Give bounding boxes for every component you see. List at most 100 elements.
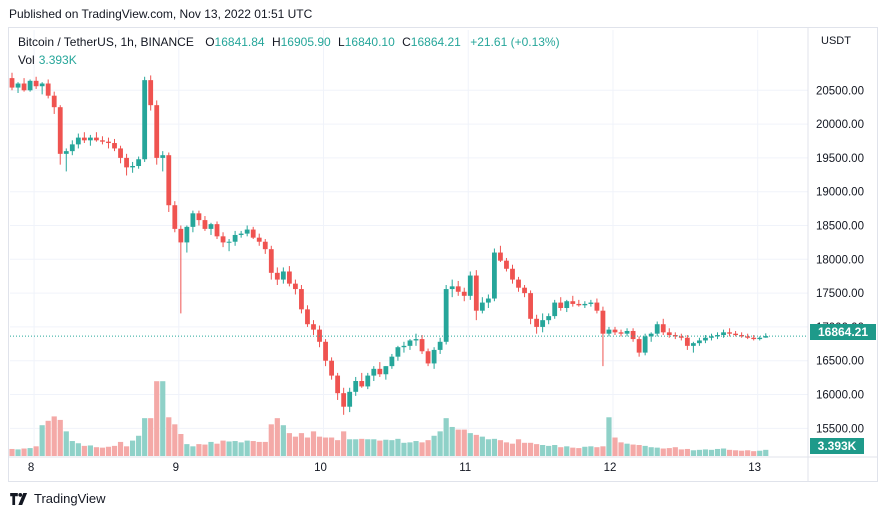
volume-bar xyxy=(594,447,600,456)
candle-body xyxy=(311,324,316,330)
high-label: H xyxy=(271,35,281,49)
candle-body xyxy=(256,237,262,242)
candle-body xyxy=(425,351,431,364)
volume-legend: Vol 3.393K xyxy=(18,53,77,67)
candle-body xyxy=(600,310,606,334)
volume-bar xyxy=(630,444,636,456)
volume-bar xyxy=(552,445,558,456)
candle-body xyxy=(160,155,166,158)
candle-body xyxy=(636,339,642,353)
volume-bar xyxy=(473,434,479,456)
y-tick-label: 18500.00 xyxy=(816,221,864,233)
volume-bar xyxy=(672,447,678,456)
volume-bar xyxy=(365,439,371,456)
volume-bar xyxy=(130,440,136,456)
volume-bar xyxy=(491,438,497,456)
open-label: O xyxy=(205,35,215,49)
candle-body xyxy=(353,381,359,392)
volume-bar xyxy=(757,450,763,456)
candle-body xyxy=(81,137,87,141)
candle-body xyxy=(558,302,564,308)
volume-bar xyxy=(383,439,389,456)
volume-bar xyxy=(208,441,214,456)
candle-body xyxy=(94,137,99,141)
symbol-label[interactable]: Bitcoin / TetherUS, 1h, BINANCE xyxy=(18,35,194,49)
candle-body xyxy=(226,241,232,243)
volume-bar xyxy=(431,435,437,456)
volume-bar xyxy=(93,447,100,456)
volume-bar xyxy=(166,417,172,456)
volume-bar xyxy=(202,444,208,456)
volume-bar xyxy=(274,418,280,456)
volume-bar xyxy=(739,450,745,456)
candle-body xyxy=(510,268,515,280)
volume-bar xyxy=(316,436,323,456)
volume-bar xyxy=(142,418,148,456)
volume-bar xyxy=(335,440,341,456)
volume-bar xyxy=(515,439,522,456)
candle-body xyxy=(751,337,757,340)
chart-frame[interactable] xyxy=(8,27,878,482)
volume-bar xyxy=(111,445,118,456)
candle-body xyxy=(455,286,461,292)
y-tick-label: 20500.00 xyxy=(816,85,864,97)
volume-bar xyxy=(696,449,703,456)
volume-bar xyxy=(310,431,317,456)
volume-bar xyxy=(238,442,244,456)
candle-body xyxy=(202,220,208,229)
footer[interactable]: TradingView xyxy=(10,491,106,506)
candle-body xyxy=(684,337,690,346)
volume-bar xyxy=(576,448,582,456)
volume-bar xyxy=(726,449,733,456)
candle-body xyxy=(763,336,769,338)
volume-bar xyxy=(286,433,292,456)
y-tick-label: 20000.00 xyxy=(816,119,864,131)
candle-body xyxy=(522,287,527,294)
candle-body xyxy=(124,157,129,168)
candle-body xyxy=(15,83,21,88)
candle-body xyxy=(154,105,160,158)
last-price-tag: 16864.21 xyxy=(810,324,876,340)
volume-bar xyxy=(636,445,642,456)
volume-bar xyxy=(280,425,286,456)
candle-body xyxy=(69,144,75,152)
volume-bar xyxy=(455,429,461,456)
volume-bar xyxy=(485,439,491,456)
volume-bar xyxy=(443,418,449,456)
volume-bar xyxy=(63,431,69,456)
candle-body xyxy=(383,366,389,375)
candle-body xyxy=(739,335,745,337)
volume-bar xyxy=(606,417,612,456)
y-tick-label: 19000.00 xyxy=(816,187,864,199)
volume-bar xyxy=(160,381,166,456)
volume-bar xyxy=(497,440,504,456)
volume-bar xyxy=(588,446,594,456)
y-tick-label: 19500.00 xyxy=(816,153,864,165)
candle-body xyxy=(184,226,190,243)
candle-body xyxy=(654,324,660,334)
volume-bar xyxy=(389,440,395,456)
volume-bar xyxy=(250,441,256,456)
volume-bar xyxy=(184,444,190,456)
volume-bar xyxy=(479,436,485,456)
candle-body xyxy=(238,233,244,235)
candle-body xyxy=(305,309,310,325)
candle-body xyxy=(166,155,172,206)
candle-body xyxy=(727,332,732,334)
volume-bar xyxy=(75,443,81,456)
volume-bar xyxy=(322,437,329,456)
open-value: 16841.84 xyxy=(214,35,265,49)
candle-body xyxy=(45,83,51,96)
volume-bar xyxy=(425,440,431,456)
volume-bar xyxy=(540,445,546,456)
volume-bar xyxy=(618,442,624,456)
volume-bar xyxy=(244,440,250,456)
candle-body xyxy=(106,141,111,144)
candle-body xyxy=(624,330,630,334)
volume-bar xyxy=(407,442,413,456)
volume-bar xyxy=(105,446,112,456)
y-tick-label: 17500.00 xyxy=(816,288,864,300)
volume-bar xyxy=(57,419,63,456)
volume-bar xyxy=(720,448,727,456)
